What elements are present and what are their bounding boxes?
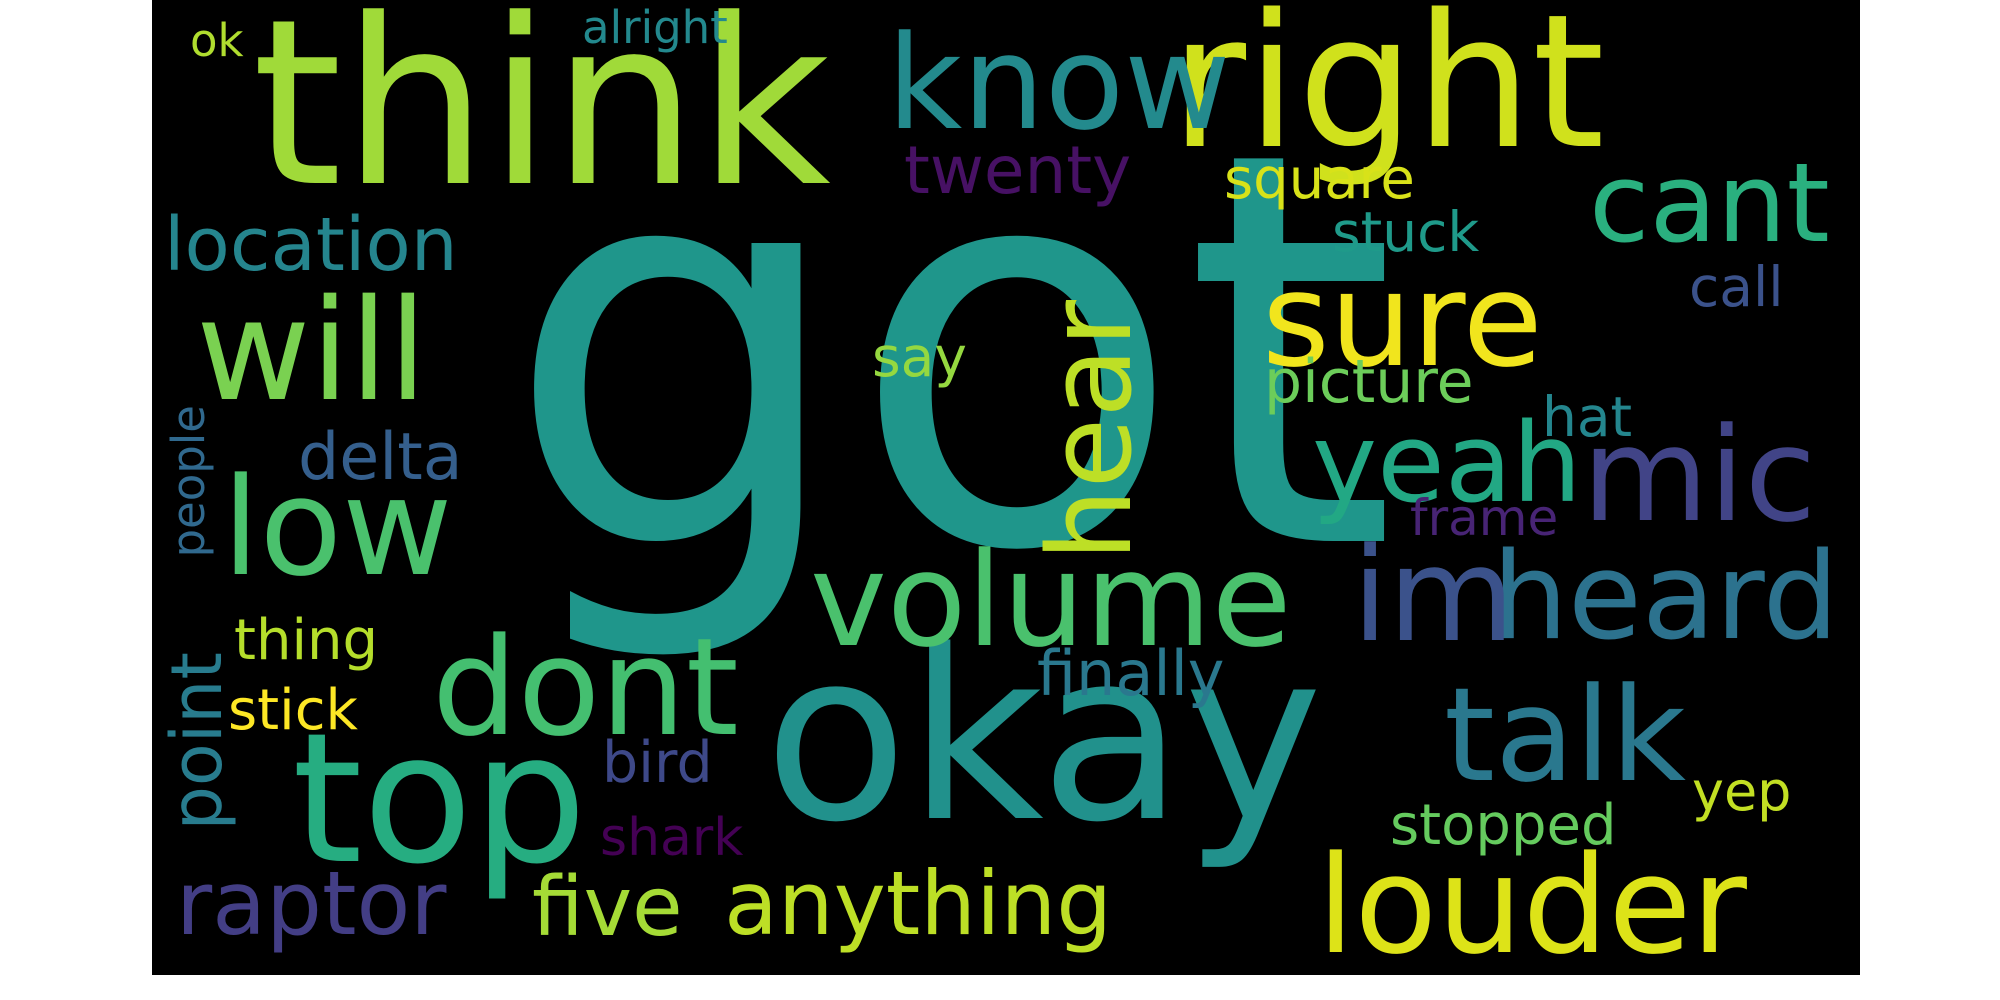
word-shark: shark <box>600 808 744 868</box>
word-yep: yep <box>1692 760 1792 823</box>
word-volume: volume <box>810 524 1292 676</box>
word-point: point <box>156 652 238 831</box>
word-thing: thing <box>234 608 379 673</box>
word-louder: louder <box>1317 827 1747 975</box>
word-people: people <box>162 405 215 558</box>
word-delta: delta <box>298 420 463 495</box>
word-heard: heard <box>1492 528 1839 667</box>
word-low: low <box>222 449 453 606</box>
word-right: right <box>1170 0 1605 190</box>
word-mic: mic <box>1582 399 1817 551</box>
word-say: say <box>872 325 967 389</box>
word-sure: sure <box>1262 244 1543 396</box>
word-anything: anything <box>724 852 1113 955</box>
word-stick: stick <box>228 678 358 743</box>
word-finally: finally <box>1037 637 1225 710</box>
word-raptor: raptor <box>176 852 447 955</box>
word-hat: hat <box>1542 385 1633 449</box>
word-square: square <box>1224 147 1415 212</box>
word-cloud: got think okay right know top will sure … <box>152 0 1860 975</box>
word-bird: bird <box>602 730 713 796</box>
word-location: location <box>164 202 458 288</box>
word-yeah: yeah <box>1312 399 1582 527</box>
word-think: think <box>252 0 831 238</box>
word-frame: frame <box>1410 489 1559 547</box>
word-got: got <box>504 35 1398 670</box>
word-cant: cant <box>1589 139 1830 267</box>
word-ok: ok <box>190 14 244 67</box>
word-five: five <box>532 860 683 955</box>
word-hear: hear <box>1024 300 1158 562</box>
word-talk: talk <box>1444 659 1687 811</box>
word-twenty: twenty <box>904 132 1132 209</box>
word-top: top <box>292 695 587 904</box>
word-im: im <box>1352 519 1515 671</box>
word-call: call <box>1689 255 1784 319</box>
word-stopped: stopped <box>1390 793 1617 858</box>
word-stuck: stuck <box>1332 200 1480 264</box>
word-know: know <box>887 7 1231 159</box>
word-okay: okay <box>764 601 1323 874</box>
word-dont: dont <box>432 609 739 766</box>
word-alright: alright <box>582 1 728 54</box>
word-picture: picture <box>1264 347 1474 417</box>
word-will: will <box>196 270 428 433</box>
